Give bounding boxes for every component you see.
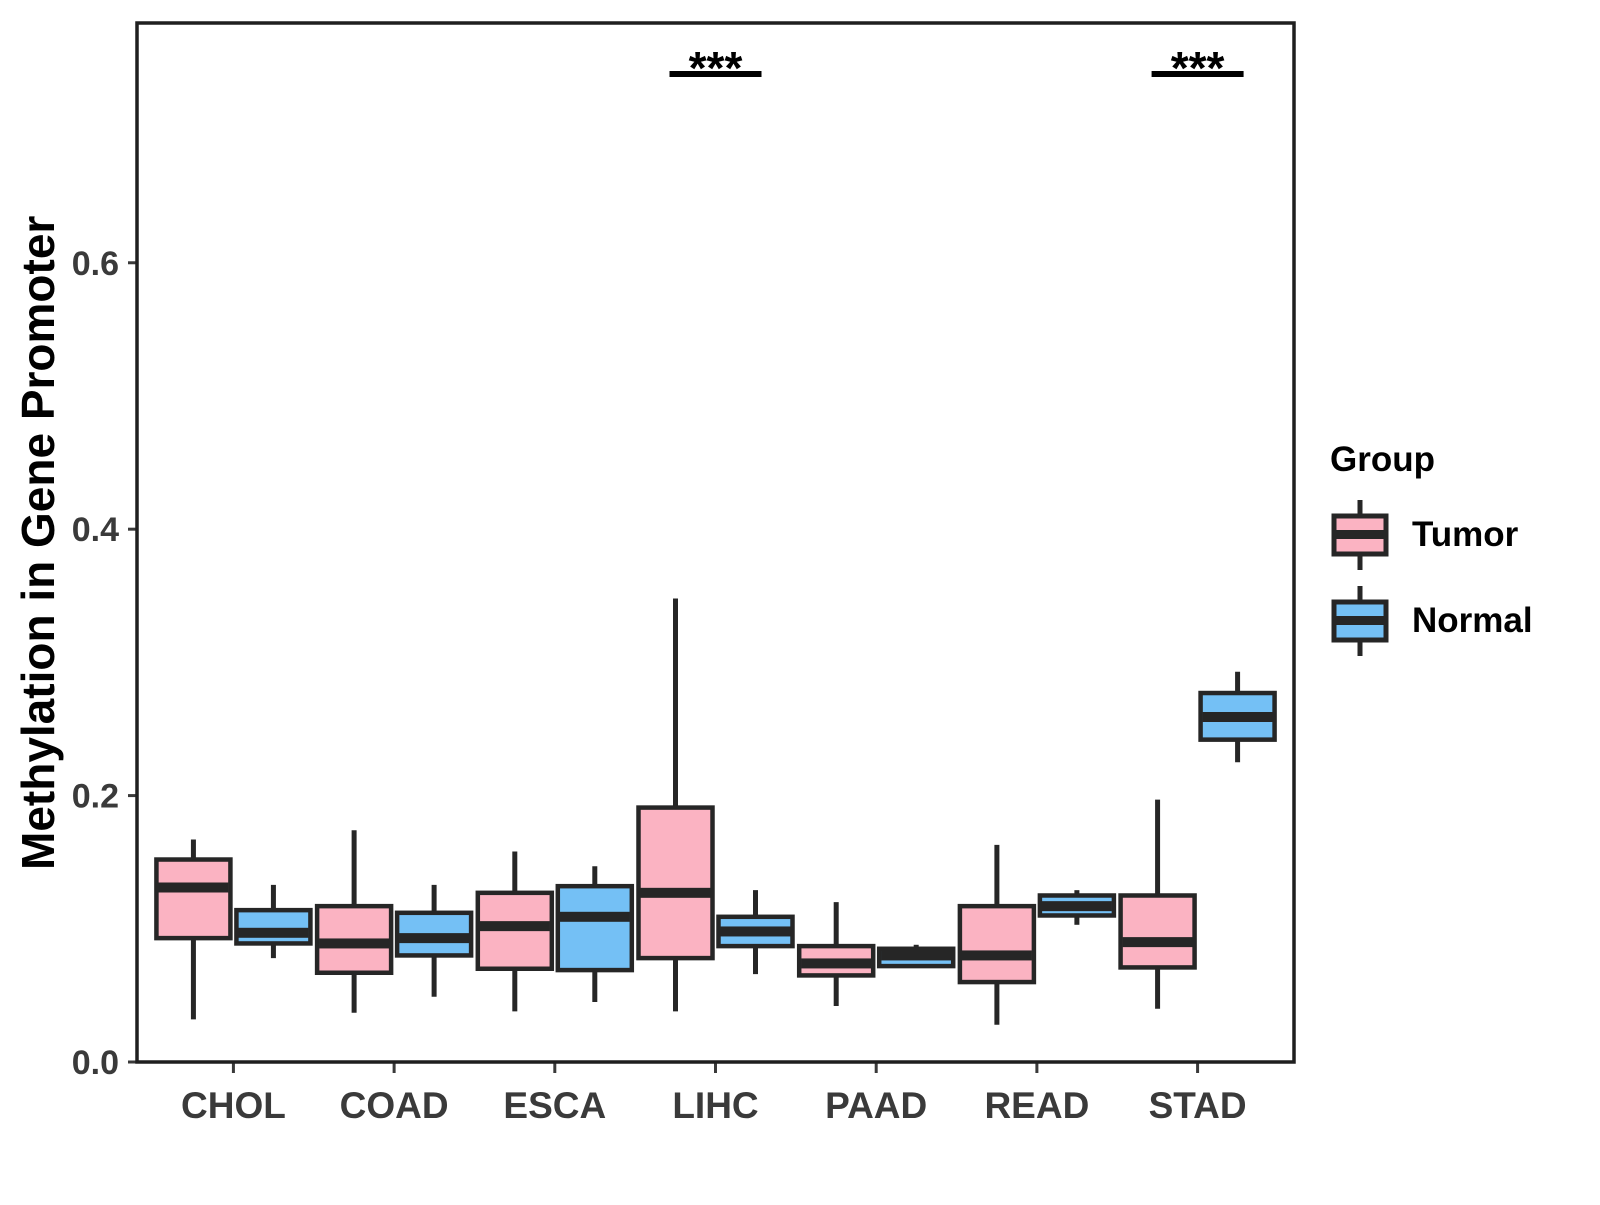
median-Normal-STAD: [1202, 711, 1273, 722]
x-tick-label-LIHC: LIHC: [672, 1085, 758, 1126]
legend-item-tumor: Tumor: [1330, 498, 1590, 572]
tumor-boxplot-key-icon: [1331, 500, 1389, 570]
x-tick-label-ESCA: ESCA: [503, 1085, 606, 1126]
legend-title: Group: [1330, 440, 1435, 479]
y-axis-title: Methylation in Gene Promoter: [12, 215, 64, 870]
y-tick-label-0.4: 0.4: [72, 511, 119, 549]
median-Normal-LIHC: [720, 926, 791, 937]
median-Normal-COAD: [399, 933, 470, 944]
median-Normal-PAAD: [881, 950, 952, 961]
median-Normal-READ: [1041, 901, 1112, 912]
median-Tumor-ESCA: [479, 921, 550, 932]
box-Tumor-READ: [957, 903, 1037, 985]
median-Tumor-PAAD: [801, 958, 872, 969]
y-tick-label-0.0: 0.0: [72, 1044, 119, 1082]
median-Normal-ESCA: [559, 911, 630, 922]
y-tick-label-0.2: 0.2: [72, 778, 119, 816]
median-Tumor-LIHC: [640, 887, 711, 898]
median-Tumor-STAD: [1122, 937, 1193, 948]
x-tick-label-READ: READ: [984, 1085, 1089, 1126]
median-Normal-CHOL: [238, 927, 309, 938]
y-tick-label-0.6: 0.6: [72, 245, 119, 283]
panel-border: [135, 21, 1296, 1064]
legend-label-tumor: Tumor: [1412, 515, 1519, 554]
box-Normal-CHOL: [234, 907, 313, 946]
box-Tumor-STAD: [1118, 893, 1197, 970]
x-tick-label-STAD: STAD: [1149, 1085, 1247, 1126]
legend: Group Tumor Normal: [1330, 440, 1590, 670]
legend-item-normal: Normal: [1330, 584, 1590, 658]
x-tick-label-CHOL: CHOL: [181, 1085, 286, 1126]
median-Tumor-COAD: [319, 938, 390, 949]
legend-label-normal: Normal: [1412, 601, 1533, 640]
box-Normal-ESCA: [555, 883, 635, 973]
median-Tumor-READ: [961, 950, 1032, 961]
significance-stars-LIHC: ***: [689, 42, 743, 94]
median-Tumor-CHOL: [158, 882, 229, 893]
box-Tumor-LIHC: [636, 805, 715, 961]
box-Tumor-CHOL: [154, 857, 233, 941]
x-tick-label-PAAD: PAAD: [825, 1085, 927, 1126]
x-tick-label-COAD: COAD: [340, 1085, 449, 1126]
normal-boxplot-key-icon: [1331, 586, 1389, 656]
significance-stars-STAD: ***: [1171, 42, 1225, 94]
